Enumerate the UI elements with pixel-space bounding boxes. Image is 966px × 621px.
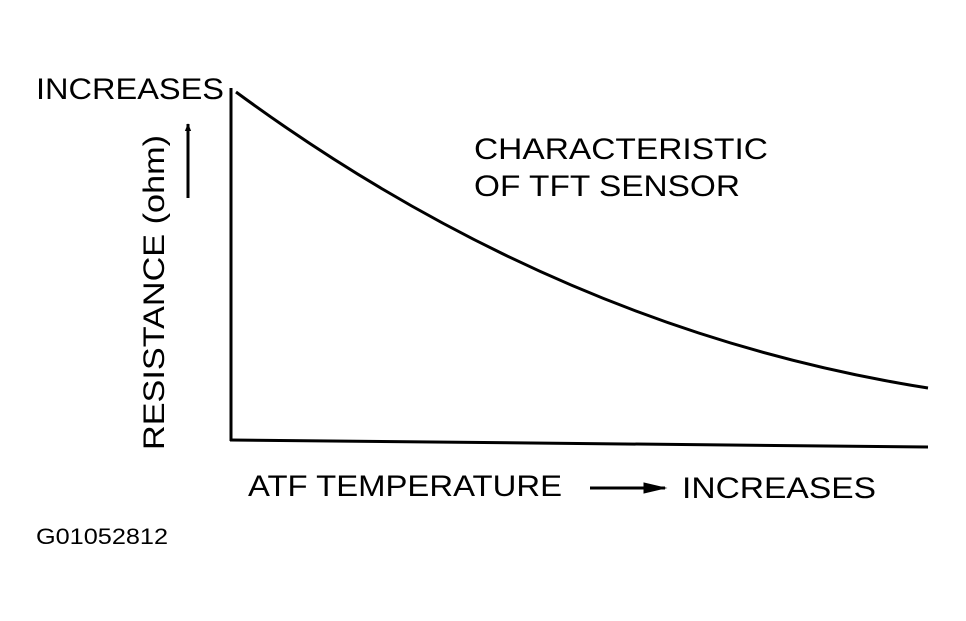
x-axis-title: ATF TEMPERATURE [248, 470, 562, 503]
x-axis [229, 438, 929, 449]
y-axis-title: RESISTANCE (ohm) [138, 135, 171, 450]
x-end-label: INCREASES [682, 472, 876, 505]
figure-id: G01052812 [36, 524, 168, 549]
curve [235, 90, 929, 390]
curve-label-line: OF TFT SENSOR [474, 170, 740, 203]
y-end-label: INCREASES [36, 73, 224, 106]
curve-label-line: CHARACTERISTIC [474, 133, 768, 166]
